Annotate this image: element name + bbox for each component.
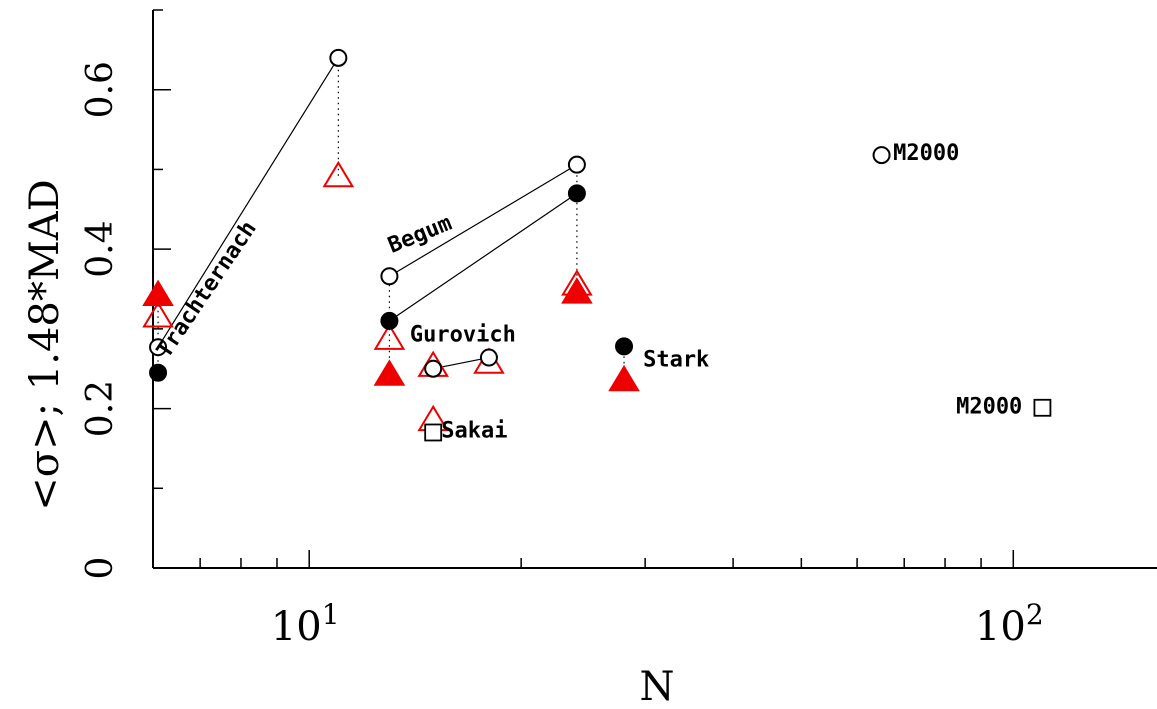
filled-triangle-point [608, 364, 640, 392]
filled-triangle-point [561, 277, 593, 304]
annotation-label: Stark [643, 347, 709, 372]
annotation-label: Begum [385, 211, 456, 259]
y-tick-label: 0.2 [80, 380, 121, 437]
filled-circle-point [567, 184, 586, 203]
solid-connector [389, 164, 578, 277]
annotations: Trachternach Begum Gurovich Sakai Stark M2000… [152, 141, 1022, 443]
open-circle-point [479, 348, 498, 367]
filled-circle-point [380, 311, 399, 330]
open-circle-point [567, 155, 586, 174]
open-triangle-point [322, 160, 355, 188]
open-circle-point [424, 359, 443, 378]
y-tick-label: 0 [80, 557, 121, 580]
annotation-label: M2000 [956, 394, 1022, 419]
y-tick-label: 0.4 [80, 221, 121, 278]
filled-circle-point [615, 337, 634, 356]
open-circle-point [329, 48, 348, 67]
filled-triangle-point [373, 359, 406, 386]
annotation-label: Gurovich [410, 323, 516, 348]
open-triangle-point [142, 301, 174, 328]
open-circle-point [149, 338, 168, 357]
x-tick-label: 102 [975, 598, 1044, 650]
y-axis-label: <σ>; 1.48*MAD [22, 179, 68, 511]
filled-circle-point [149, 363, 168, 382]
open-square-point [424, 423, 443, 442]
open-circle-point [380, 267, 399, 286]
annotation-label: M2000 [893, 141, 959, 166]
x-tick-label: 101 [271, 598, 340, 650]
open-circle-point [872, 146, 891, 165]
data-markers [142, 48, 1052, 442]
axes: 0 0.2 0.4 0.6 101 102 [80, 9, 1157, 650]
solid-connector [157, 57, 339, 348]
solid-connector [389, 192, 578, 322]
y-tick-label: 0.6 [80, 61, 121, 118]
annotation-label: Trachternach [152, 217, 262, 363]
open-square-point [1033, 398, 1052, 417]
connector-lines [157, 57, 625, 380]
annotation-label: Sakai [441, 418, 507, 443]
filled-triangle-point [142, 279, 174, 306]
open-triangle-point [373, 323, 406, 350]
x-axis-label: N [640, 664, 675, 709]
